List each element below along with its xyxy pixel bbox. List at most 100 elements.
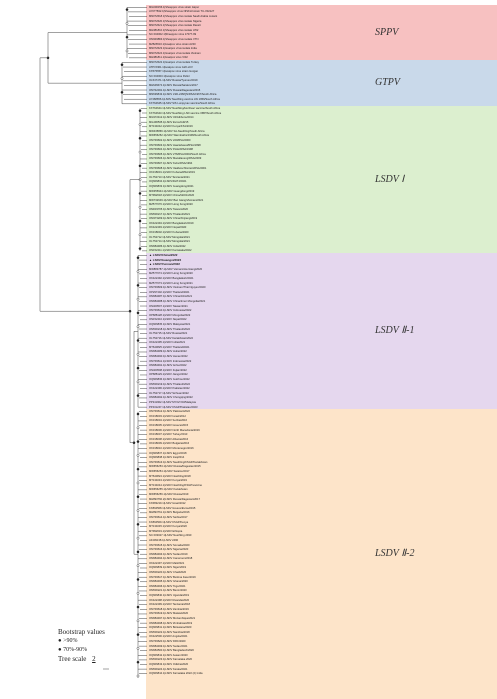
- bootstrap-node: [136, 564, 140, 567]
- clade-band: [146, 409, 497, 699]
- bootstrap-node: [136, 509, 140, 512]
- legend: Bootstrap values ● >90% ● 70%-90% Tree s…: [58, 628, 105, 664]
- leaf-label: OL752714.1|LSDV Mongolia/2021: [149, 240, 190, 244]
- leaf-label: MW656255.1|LSDV Kazakhstan: [149, 488, 188, 492]
- bootstrap-node: [136, 412, 140, 416]
- leaf-label: MZ577073.1|LSDV Hong Kong/2021: [149, 281, 193, 285]
- leaf-label: MW355944.1|LSDV Guangdong/2019: [149, 189, 195, 193]
- leaf-label: OM530217.1|LSDV Thailand/2021: [149, 212, 190, 216]
- bootstrap-node: [136, 440, 140, 443]
- leaf-label: NC 003027.1|LSDV Neethling 2490: [149, 534, 192, 538]
- bootstrap-node: [136, 325, 140, 329]
- leaf-label: OM984496.1|LSDV Togo/2021: [149, 584, 186, 588]
- leaf-label: MT134043.1|LSDV Kenya/2019: [149, 479, 187, 483]
- leaf-label: OM530220.1|LSDV Chad/2020: [149, 571, 187, 575]
- leaf-label: MZ577076.1|LSDV Hong Kong/2020: [149, 203, 193, 207]
- leaf-label: OM793616.1|LSDV Nigeria/2020: [149, 548, 189, 552]
- legend-title: Bootstrap values: [58, 628, 105, 636]
- bootstrap-node: [138, 109, 142, 113]
- leaf-label: OQ606834.1|LSDV/DHTJ/2021: [149, 180, 187, 184]
- leaf-label: MG000156.1|Sheeppox virus strain Jaipur: [149, 5, 200, 9]
- leaf-label: KX764645.1|LSDV SIS Lumpyvax vaccine/Sou…: [149, 102, 215, 106]
- leaf-labels: MG000156.1|Sheeppox virus strain Jaipur A…: [149, 0, 349, 678]
- leaf-label: OK318010.1|LSDV Montenegro/2016: [149, 447, 194, 450]
- bootstrap-node: [136, 467, 140, 471]
- bootstrap-node: [138, 192, 142, 195]
- leaf-label: AF409138.1|LSDV 2490: [149, 538, 179, 542]
- leaf-label: OK318005.1|LSDV Greece/2015: [149, 424, 189, 428]
- leaf-label: OM984490.1|LSDV Henan/2022: [149, 355, 188, 359]
- leaf-label: OK422492.1|LSDV Bangladesh/2021: [149, 276, 194, 280]
- leaf-label: MZ826516.1|Goatpox virus strain AV40: [149, 42, 196, 46]
- leaf-label: OK422499.1|LSDV Tanzania/2018: [149, 603, 190, 607]
- leaf-label: OM793618.1|LSDV Zambia/2019: [149, 607, 189, 611]
- leaf-label: OM984488.1|LSDV China/Inner Mongolia/202…: [149, 299, 206, 303]
- tree-scale-value: 2: [92, 655, 96, 663]
- bootstrap-node: [120, 63, 124, 67]
- leaf-label: OK318006.1|LSDV North Macedonia/2016: [149, 428, 200, 432]
- leaf-label: MT134045.1|LSDV Kenya/2020: [149, 525, 187, 529]
- bootstrap-node: [136, 591, 140, 595]
- bootstrap-node: [136, 256, 140, 260]
- leaf-label: OK318003.1|LSDV Israel/2012: [149, 414, 186, 418]
- leaf-label: OQ606841.1|LSDV Botswana/2020: [149, 626, 192, 630]
- leaf-label: PP341902.1|LSDV MY/GT/23/Malaysia: [149, 401, 196, 405]
- bootstrap-node: [136, 619, 140, 623]
- bootstrap-node: [138, 233, 142, 237]
- leaf-label: MN072624.1|Goatpox virus isolate Vietnam: [149, 51, 201, 55]
- leaf-label: NC 004003.1|Goatpox virus Pellor: [149, 74, 190, 78]
- bootstrap-node: [136, 394, 140, 397]
- bootstrap-node: [138, 219, 142, 223]
- bootstrap-node: [138, 150, 142, 154]
- bootstrap-node: [136, 454, 140, 457]
- leaf-label: OM793612.1|LSDV Pakistan/2022: [149, 410, 191, 414]
- bootstrap-node: [125, 49, 129, 53]
- bootstrap-node: [136, 380, 140, 384]
- leaf-label: MH381810.1|Sheeppox virus isolate V/02: [149, 28, 199, 32]
- bootstrap-node: [125, 8, 129, 11]
- bootstrap-node: [136, 426, 140, 430]
- leaf-label: OK318009.1|LSDV Bulgaria/2016: [149, 442, 190, 446]
- bootstrap-node: [136, 578, 140, 581]
- leaf-label: OM793610.1|LSDV Indonesia/2022: [149, 309, 192, 313]
- leaf-label: AY077832.1|Sheeppox virus NISKHI strain …: [149, 10, 215, 14]
- bootstrap-node: [136, 297, 140, 301]
- leaf-label: OM984497.1|LSDV Mozambique/2021: [149, 617, 196, 621]
- leaf-label: OM984500.1|LSDV Bangladesh/2020: [149, 649, 194, 653]
- leaf-label: OM793613.1|LSDV Neethling/KSGP/Kazakhsta…: [149, 460, 208, 464]
- leaf-label: OK318002.1|LSDV Kubana/2020: [149, 230, 189, 234]
- leaf-label: OQ606840.1|LSDV Uganda/2019: [149, 594, 189, 598]
- bootstrap-node: [138, 123, 142, 126]
- bootstrap-node: [136, 550, 140, 554]
- leaf-label: OK422494.1|LSDV Bangladesh/2019: [149, 221, 194, 225]
- leaf-label: OM984491.1|LSDV Anhui/2022: [149, 364, 187, 368]
- leaf-label: MN072620.1|Sheeppox virus isolate Nigeri…: [149, 19, 202, 23]
- leaf-label: OM793609.1|LSDV Vietnam/Thai Nguyen/2020: [149, 286, 206, 290]
- leaf-label: MN072618.1|Sheeppox virus isolate Saudi …: [149, 14, 218, 18]
- leaf-label: OK422500.1|LSDV Angola/2021: [149, 635, 188, 639]
- leaf-label: OM984489.1|LSDV Hubei/2022: [149, 350, 187, 354]
- leaf-label: MT134044.1|LSDV Neethling/KSGP/vaccine: [149, 483, 202, 487]
- leaf-label: KX576657.1|Goatpox virus strain Gorgan: [149, 70, 199, 74]
- leaf-label: MW656252.1|LSDV Warmbaths/1999/South Afr…: [149, 134, 210, 138]
- clade-label: LSDV Ⅱ-2: [375, 548, 415, 560]
- leaf-label: OM984494.1|LSDV Cameroon/2018: [149, 557, 193, 561]
- leaf-label: KX894509.1|LSDV KSGP/Kenya: [149, 520, 189, 524]
- leaf-label: MW656256.1|LSDV Russia/2019: [149, 492, 189, 496]
- leaf-label: OM793620.1|LSDV DRC/2020: [149, 640, 186, 644]
- leaf-label: OM984487.1|LSDV China/Jilin/2021: [149, 295, 193, 299]
- bootstrap-node: [125, 35, 129, 39]
- leaf-label: OL752715.1|LSDV Russia/2021: [149, 332, 188, 336]
- leaf-label: OM984495.1|LSDV Ghana/2020: [149, 580, 188, 584]
- bootstrap-node: [120, 91, 124, 94]
- clade-band: [146, 106, 497, 254]
- leaf-label: OQ606844.1|LSDV Karnataka 2022 (2) India: [149, 672, 203, 676]
- bootstrap-node: [136, 284, 140, 287]
- leaf-label: ON152410.1|LSDV Nepal/2022: [149, 318, 187, 322]
- leaf-label: OQ606836.1|LSDV Guizhou/2022: [149, 378, 190, 382]
- leaf-label: KX894508.1|LSDV Greece/Evros/2015: [149, 506, 196, 510]
- leaf-label: OL752716.1|LSDV Kazakhstan/2022: [149, 336, 194, 340]
- leaf-label: OM984499.1|LSDV Sudan/2021: [149, 644, 188, 648]
- leaf-label: OM742031.1|LSDV Russia/Dagestan/2015: [149, 88, 201, 92]
- leaf-label: MW732649.1|LSDV Bac Giang/Vietnam/2021: [149, 198, 204, 202]
